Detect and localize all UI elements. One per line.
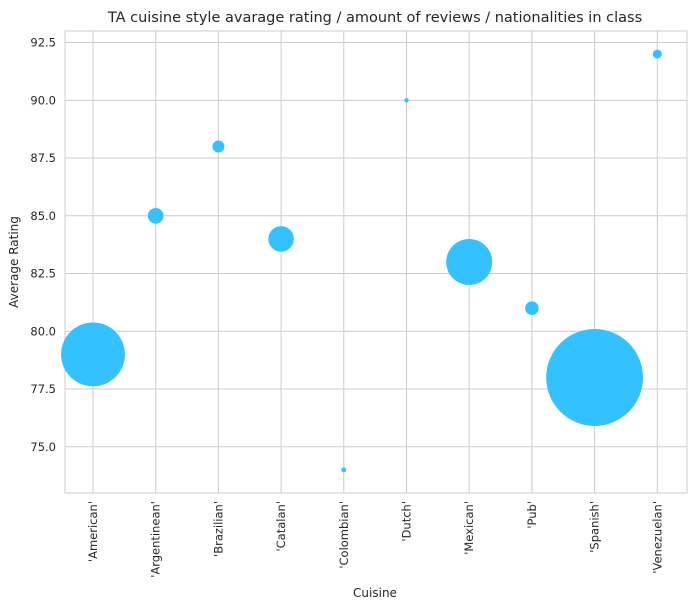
bubbles [61, 49, 662, 473]
x-tick-label: 'Dutch' [400, 501, 414, 542]
plot-frame [64, 30, 688, 494]
x-tick-labels: 'American' 'Argentinean' 'Brazilian' 'Catal… [86, 501, 664, 578]
x-tick-label: 'Catalan' [274, 501, 288, 552]
x-tick-label: 'Brazilian' [211, 501, 225, 557]
bubble [147, 207, 164, 224]
x-tick-label: 'Argentinean' [149, 501, 163, 578]
bubble [652, 49, 662, 59]
bubble [212, 140, 225, 153]
y-axis-label: Average Rating [7, 216, 21, 308]
bubble [404, 98, 409, 103]
x-tick-label: 'Spanish' [588, 501, 602, 553]
y-tick-label: 75.0 [30, 440, 56, 454]
y-tick-label: 82.5 [30, 267, 56, 281]
y-tick-label: 90.0 [30, 93, 56, 107]
bubble [268, 226, 294, 252]
bubble [446, 238, 493, 286]
x-tick-label: 'Mexican' [462, 501, 476, 555]
x-tick-label: 'Colombian' [337, 501, 351, 569]
y-tick-label: 77.5 [30, 382, 56, 396]
bubble [546, 329, 644, 426]
x-tick-label: 'Venezuelan' [650, 501, 664, 574]
bubble [525, 301, 539, 315]
bubble [341, 467, 347, 473]
x-tick-label: 'American' [86, 501, 100, 562]
y-tick-label: 85.0 [30, 209, 56, 223]
y-tick-label: 92.5 [30, 36, 56, 50]
bubble [61, 322, 125, 387]
y-tick-label: 80.0 [30, 324, 56, 338]
y-tick-labels: 75.0 77.5 80.0 82.5 85.0 87.5 90.0 92.5 [30, 36, 56, 454]
y-tick-label: 87.5 [30, 151, 56, 165]
chart-title: TA cuisine style avarage rating / amount… [107, 10, 642, 26]
x-tick-label: 'Pub' [525, 501, 539, 529]
x-axis-label: Cuisine [353, 586, 397, 600]
